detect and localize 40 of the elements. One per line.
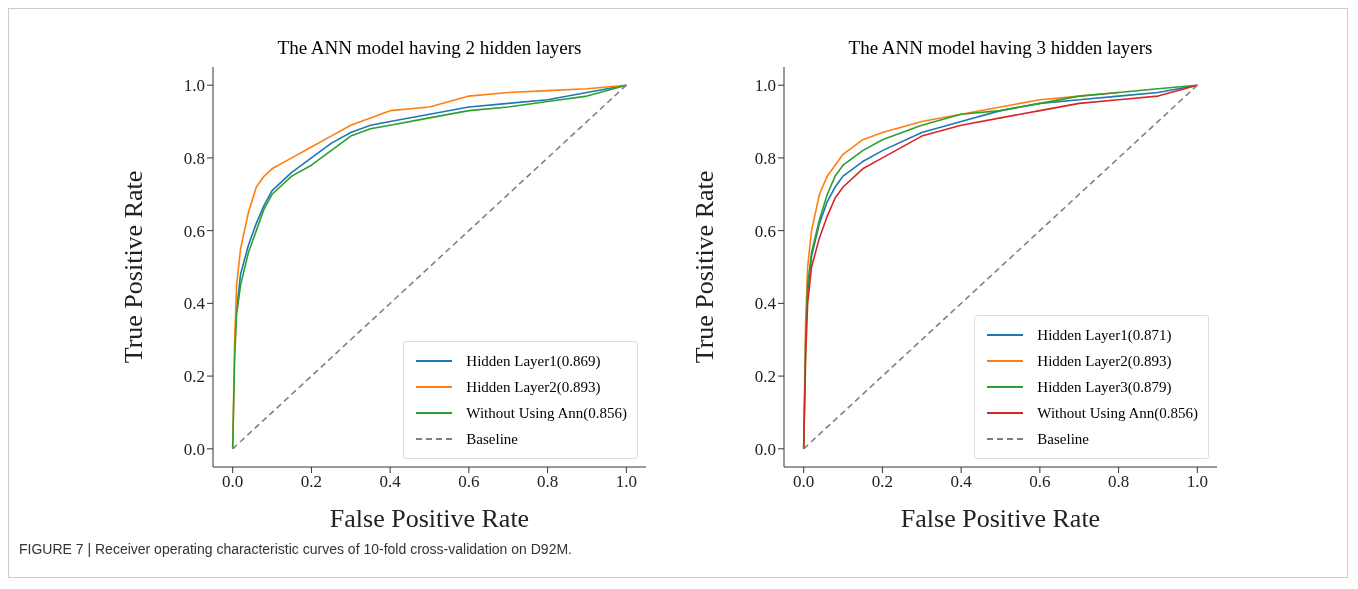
x-axis-title: False Positive Rate — [329, 504, 530, 533]
x-tick-label: 0.4 — [379, 472, 402, 492]
y-tick-label: 1.0 — [183, 76, 205, 96]
y-tick-label: 0.2 — [754, 367, 776, 387]
y-tick-label: 1.0 — [754, 76, 776, 96]
y-tick-label: 0.6 — [754, 221, 776, 241]
x-tick-label: 0.2 — [871, 472, 894, 492]
y-tick-label: 0.4 — [754, 294, 777, 314]
legend-label: Hidden Layer1(0.869) — [466, 352, 601, 370]
legend-label: Baseline — [466, 430, 518, 448]
legend-label: Hidden Layer2(0.893) — [466, 378, 601, 396]
x-tick-label: 0.4 — [950, 472, 973, 492]
y-tick-label: 0.8 — [183, 148, 205, 168]
x-tick-label: 0.0 — [793, 472, 815, 492]
y-tick-label: 0.6 — [183, 221, 205, 241]
y-tick-label: 0.4 — [183, 294, 206, 314]
x-tick-label: 0.0 — [222, 472, 244, 492]
x-tick-label: 0.8 — [1107, 472, 1130, 492]
x-tick-label: 0.8 — [536, 472, 559, 492]
y-tick-label: 0.2 — [183, 367, 205, 387]
x-tick-label: 0.6 — [1029, 472, 1051, 492]
legend-label: Hidden Layer3(0.879) — [1037, 378, 1172, 396]
x-axis-title: False Positive Rate — [900, 504, 1101, 533]
y-tick-label: 0.0 — [183, 439, 205, 459]
legend-label: Hidden Layer1(0.871) — [1037, 326, 1172, 344]
x-tick-label: 1.0 — [1186, 472, 1208, 492]
y-axis-title: True Positive Rate — [119, 170, 149, 364]
y-tick-label: 0.8 — [754, 148, 776, 168]
legend-label: Without Using Ann(0.856) — [466, 404, 627, 422]
chart-title: The ANN model having 3 hidden layers — [847, 37, 1154, 59]
chart-title: The ANN model having 2 hidden layers — [276, 37, 583, 59]
x-tick-label: 1.0 — [615, 472, 637, 492]
caption: FIGURE 7 | Receiver operating characteristic curves of 10-fold cross-validation on D92M. — [19, 541, 573, 557]
legend-label: Baseline — [1037, 430, 1089, 448]
y-axis-title: True Positive Rate — [690, 170, 720, 364]
x-tick-label: 0.6 — [458, 472, 480, 492]
y-tick-label: 0.0 — [754, 439, 776, 459]
legend-label: Hidden Layer2(0.893) — [1037, 352, 1172, 370]
x-tick-label: 0.2 — [300, 472, 323, 492]
legend-label: Without Using Ann(0.856) — [1037, 404, 1198, 422]
